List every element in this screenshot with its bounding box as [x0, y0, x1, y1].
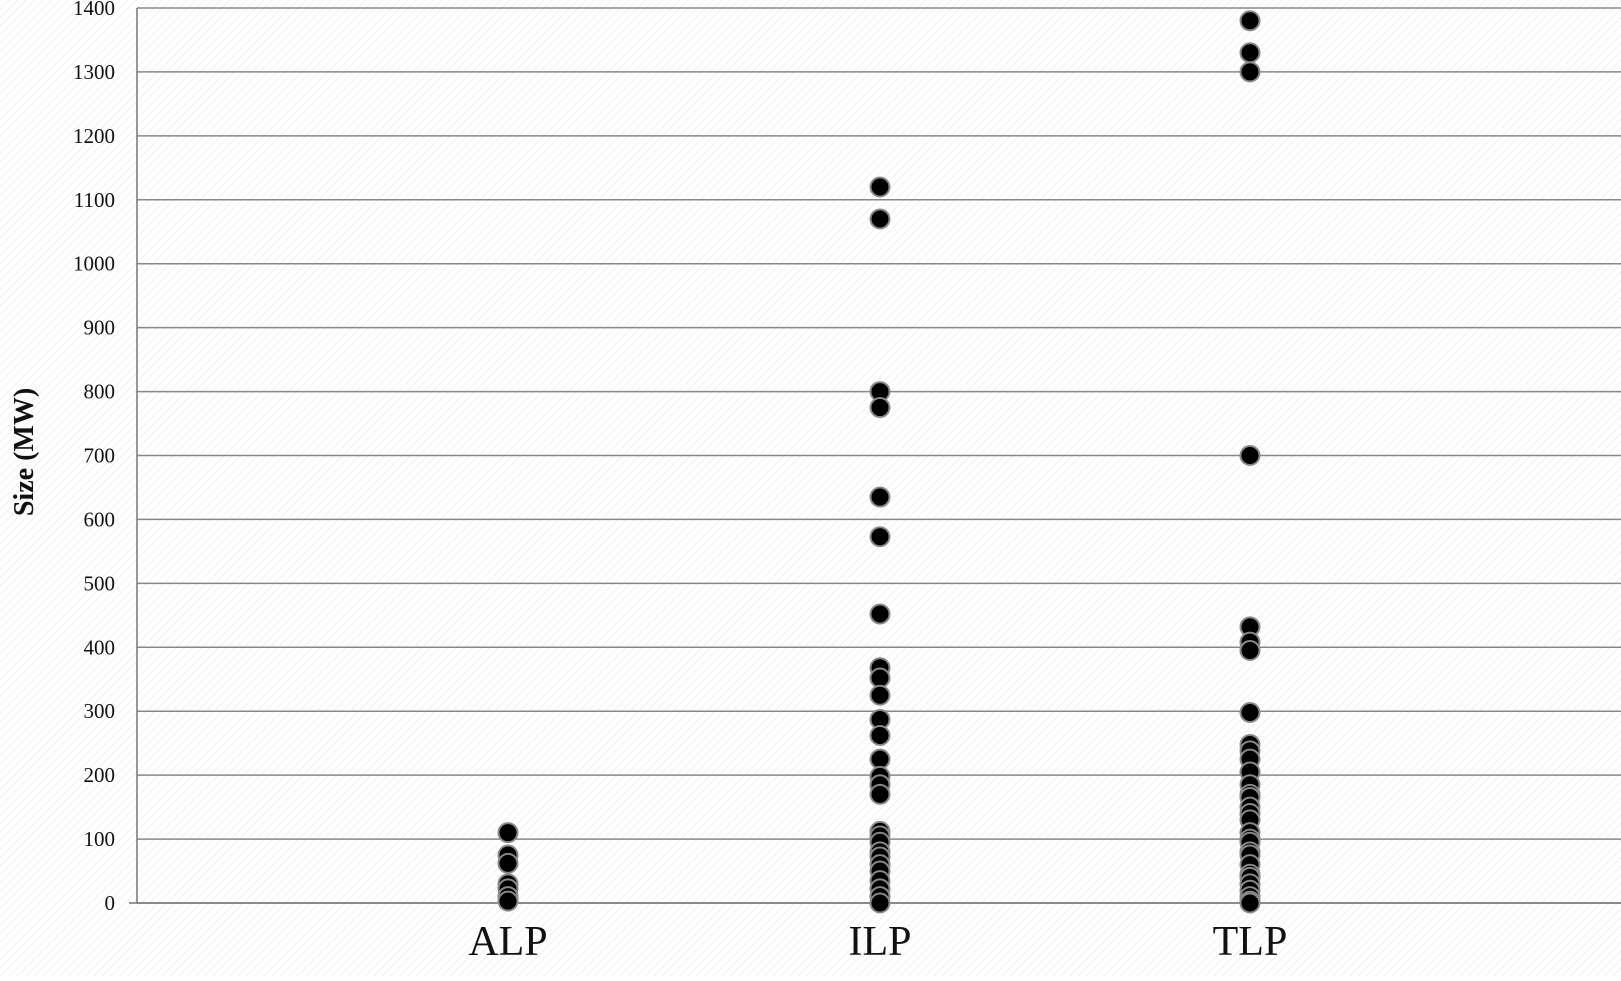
y-tick-label: 0: [105, 891, 116, 915]
y-tick-label: 900: [84, 316, 116, 340]
data-point-ilp: [869, 667, 891, 689]
data-point-tlp: [1239, 42, 1261, 64]
x-category-labels: ALP ILP TLP: [468, 919, 1287, 965]
data-points: [497, 10, 1261, 914]
y-tick-label: 500: [84, 571, 116, 595]
data-point-ilp: [869, 486, 891, 508]
gridlines: [137, 7, 1621, 904]
data-point-tlp: [1239, 61, 1261, 83]
y-tick-label: 800: [84, 380, 116, 404]
data-point-ilp: [869, 684, 891, 706]
y-tick-label: 1100: [74, 188, 115, 212]
data-point-ilp: [869, 748, 891, 770]
y-tick-label: 1200: [73, 124, 115, 148]
y-tick-label: 700: [84, 444, 116, 468]
y-tick-labels: 0 100 200 300 400 500 600 700 800 900 1000 1100 1200…: [73, 0, 115, 915]
data-point-ilp: [869, 526, 891, 548]
data-point-tlp: [1239, 10, 1261, 32]
data-point-ilp: [869, 725, 891, 747]
y-tick-label: 400: [84, 635, 116, 659]
data-point-ilp: [869, 397, 891, 419]
y-tick-label: 1300: [73, 60, 115, 84]
y-tick-label: 1400: [73, 0, 115, 20]
x-category-label: ALP: [468, 919, 547, 965]
data-point-ilp: [869, 208, 891, 230]
data-point-ilp: [869, 176, 891, 198]
data-point-alp: [497, 890, 519, 912]
data-point-ilp: [869, 603, 891, 625]
y-tick-label: 300: [84, 699, 116, 723]
y-tick-label: 200: [84, 763, 116, 787]
data-point-tlp: [1239, 445, 1261, 466]
data-point-tlp: [1239, 892, 1261, 914]
y-tick-label: 1000: [73, 252, 115, 276]
data-point-tlp: [1239, 701, 1261, 723]
x-category-label: TLP: [1213, 919, 1288, 965]
x-category-label: ILP: [849, 919, 912, 965]
y-tick-label: 100: [84, 827, 116, 851]
y-tick-label: 600: [84, 507, 116, 531]
data-point-tlp: [1239, 639, 1261, 661]
data-point-alp: [497, 852, 519, 874]
data-point-ilp: [869, 892, 891, 914]
data-point-ilp: [869, 783, 891, 805]
y-axis-label: Size (MW): [9, 388, 40, 516]
data-point-alp: [497, 822, 519, 844]
